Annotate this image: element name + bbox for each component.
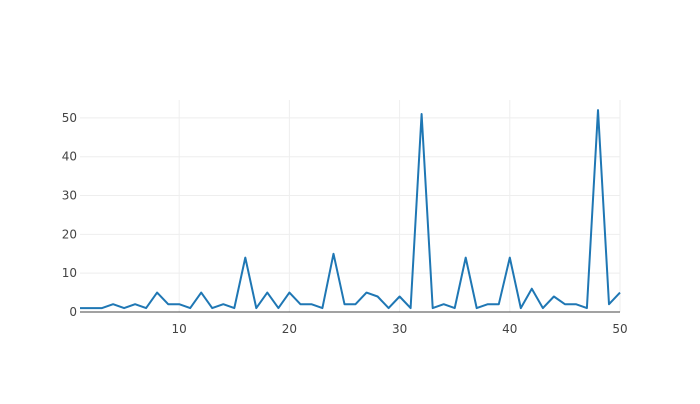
- series-line: [80, 109, 621, 310]
- x-tick-label: 10: [172, 322, 187, 336]
- series-layer: [80, 109, 621, 310]
- x-tick-label: 20: [282, 322, 297, 336]
- y-tick-label: 10: [62, 266, 77, 280]
- x-tick-label: 40: [502, 322, 517, 336]
- y-tick-label: 40: [62, 150, 77, 164]
- y-tick-label: 0: [69, 305, 77, 319]
- y-tick-label: 50: [62, 111, 77, 125]
- tick-labels: 10 20 30 40 50 0 10 20 30 40 50: [62, 111, 628, 336]
- y-tick-label: 20: [62, 227, 77, 241]
- x-tick-label: 30: [392, 322, 407, 336]
- grid-lines: [80, 100, 621, 313]
- x-tick-label: 50: [612, 322, 627, 336]
- y-tick-label: 30: [62, 189, 77, 203]
